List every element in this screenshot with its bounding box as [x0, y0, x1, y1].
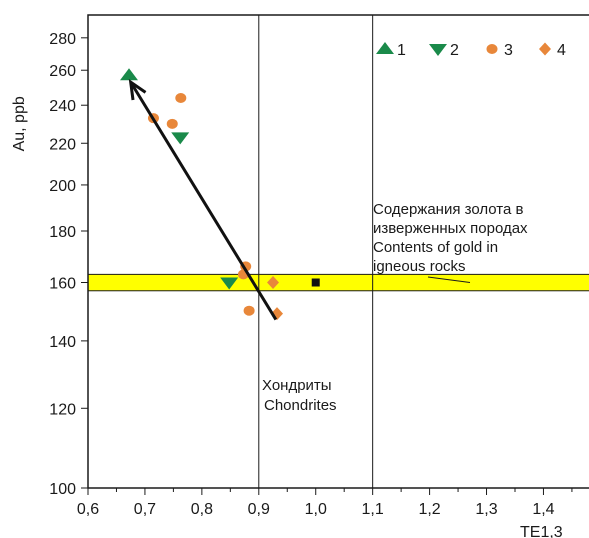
y-tick-label: 120 [49, 401, 76, 418]
legend-label: 2 [450, 42, 459, 59]
x-tick-label: 0,8 [191, 501, 213, 518]
data-markers [119, 68, 320, 321]
circle-marker [166, 118, 178, 129]
x-tick-label: 1,1 [362, 501, 384, 518]
band-annotation-line: Contents of gold in [373, 239, 498, 256]
legend-item: 2 [429, 42, 459, 59]
band-annotation-line: изверженных породах [373, 220, 528, 237]
circle-marker [243, 305, 255, 316]
triangle-down-marker [171, 132, 190, 145]
plot-frame [87, 14, 589, 489]
legend-label: 4 [557, 42, 566, 59]
plot-background [88, 15, 589, 488]
chondrites-annotation: Хондриты Chondrites [262, 377, 337, 414]
trend-arrow-head [128, 79, 147, 101]
legend-item: 1 [376, 42, 406, 59]
legend-item: 4 [539, 42, 566, 59]
y-tick-label: 280 [49, 31, 76, 48]
band-annotation-line: igneous rocks [373, 258, 466, 275]
legend-label: 3 [504, 42, 513, 59]
x-axis-label: TE1,3 [520, 524, 563, 538]
diamond-marker [539, 42, 551, 56]
x-tick-label: 1,2 [418, 501, 440, 518]
reference-lines [258, 15, 374, 488]
y-tick-label: 220 [49, 136, 76, 153]
x-tick-label: 0,6 [77, 501, 99, 518]
y-axis: 100 120 140 160 180 200 220 240 260 280 [49, 31, 88, 498]
triangle-down-marker [429, 44, 447, 56]
band-label-leader-line [427, 276, 471, 283]
legend-label: 1 [397, 42, 406, 59]
triangle-up-marker [376, 42, 394, 54]
legend: 1 2 3 4 [376, 42, 566, 59]
circle-marker [175, 92, 187, 103]
y-axis-label: Au, ppb [11, 96, 28, 151]
trend-arrow-shaft [129, 81, 278, 321]
x-tick-label: 0,9 [248, 501, 270, 518]
triangle-down-marker [220, 277, 239, 290]
y-tick-label: 260 [49, 63, 76, 80]
plot-area [87, 14, 589, 489]
trend-arrow [128, 79, 278, 321]
x-tick-label: 1,0 [305, 501, 327, 518]
gold-content-band [87, 273, 589, 292]
chondrite-point [311, 278, 320, 287]
x-tick-label: 1,4 [532, 501, 554, 518]
chondrites-label-en: Chondrites [264, 397, 337, 414]
y-tick-label: 100 [49, 481, 76, 498]
y-tick-label: 240 [49, 98, 76, 115]
legend-item: 3 [486, 42, 513, 59]
y-tick-label: 200 [49, 178, 76, 195]
y-tick-label: 180 [49, 224, 76, 241]
y-tick-label: 160 [49, 275, 76, 292]
band-annotation-line: Содержания золота в [373, 201, 523, 218]
x-axis: 0,6 0,7 0,8 0,9 1,0 1,1 1,2 1,3 1,4 [77, 488, 573, 518]
y-tick-label: 140 [49, 334, 76, 351]
band-annotation: Содержания золота в изверженных породах … [373, 201, 532, 275]
x-tick-label: 0,7 [134, 501, 156, 518]
triangle-up-marker [119, 68, 138, 81]
circle-marker [486, 44, 498, 54]
chondrites-label-ru: Хондриты [262, 377, 332, 394]
x-tick-label: 1,3 [475, 501, 497, 518]
diamond-marker [267, 275, 280, 289]
